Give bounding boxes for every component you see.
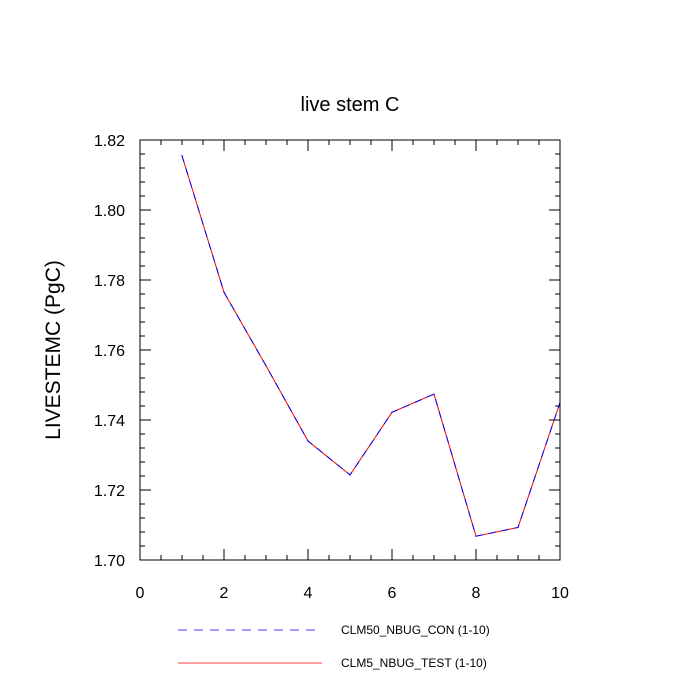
- y-tick-label: 1.72: [94, 483, 125, 500]
- data-point: [391, 411, 393, 413]
- data-point: [223, 291, 225, 293]
- major-ticks: [139, 139, 561, 561]
- y-tick-label: 1.74: [94, 413, 125, 430]
- data-point: [307, 440, 309, 442]
- data-point: [475, 535, 477, 537]
- tick-labels: 0 2 4 6 8 10 1.70 1.72 1.74 1.76 1.78 1.80 1.82: [94, 133, 569, 602]
- plot-frame: [139, 139, 561, 561]
- y-tick-label: 1.80: [94, 203, 125, 220]
- series-line-clm5-nbug-test-1-10: [181, 155, 561, 537]
- x-tick-label: 10: [551, 585, 569, 602]
- chart-title: live stem C: [301, 94, 400, 116]
- legend-label: CLM5_NBUG_TEST (1-10): [341, 656, 487, 670]
- legend: CLM50_NBUG_CON (1-10) CLM5_NBUG_TEST (1-1…: [178, 623, 490, 670]
- data-point: [181, 155, 183, 157]
- series-lines: [181, 155, 561, 537]
- y-tick-label: 1.76: [94, 343, 125, 360]
- data-point: [517, 526, 519, 529]
- y-tick-label: 1.70: [94, 553, 125, 570]
- x-tick-label: 8: [472, 585, 481, 602]
- y-tick-label: 1.82: [94, 133, 125, 150]
- legend-label: CLM50_NBUG_CON (1-10): [341, 623, 490, 637]
- x-tick-label: 6: [388, 585, 397, 602]
- data-point: [349, 474, 351, 476]
- data-point: [433, 393, 435, 395]
- minor-ticks: [139, 139, 561, 561]
- data-point: [265, 365, 267, 367]
- x-tick-label: 4: [304, 585, 313, 602]
- x-tick-label: 0: [136, 585, 145, 602]
- y-axis-label: LIVESTEMC (PgC): [42, 260, 65, 440]
- series-line-clm50-nbug-con-1-10: [181, 155, 561, 537]
- y-tick-label: 1.78: [94, 273, 125, 290]
- x-tick-label: 2: [220, 585, 229, 602]
